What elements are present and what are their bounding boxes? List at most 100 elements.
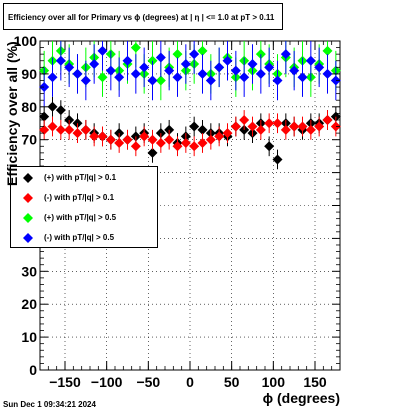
data-point: [205, 134, 216, 145]
data-point: [114, 137, 125, 148]
data-point: [214, 62, 225, 73]
data-point: [64, 62, 75, 73]
legend-label: (+) with pT/|q| > 0.5: [44, 213, 117, 222]
data-point: [147, 55, 158, 66]
diamond-marker-icon: [23, 233, 33, 243]
data-point: [197, 68, 208, 79]
data-point: [239, 72, 250, 83]
x-tick-label: −150: [49, 374, 81, 390]
legend-entry-neg-01: (-) with pT/|q| > 0.1: [11, 188, 159, 208]
y-tick-label: 90: [21, 66, 37, 82]
data-point: [147, 147, 158, 158]
data-point: [289, 121, 300, 132]
data-point: [155, 75, 166, 86]
legend-label: (+) with pT/|q| > 0.1: [44, 173, 117, 182]
data-point: [222, 55, 233, 66]
data-point: [322, 114, 333, 125]
data-point: [305, 124, 316, 135]
data-point: [39, 111, 50, 122]
data-point: [222, 128, 233, 139]
data-point: [197, 124, 208, 135]
data-point: [39, 124, 50, 135]
y-tick-label: 10: [21, 329, 37, 345]
data-point: [114, 72, 125, 83]
data-point: [122, 134, 133, 145]
data-point: [55, 55, 66, 66]
y-tick-label: 20: [21, 296, 37, 312]
data-point: [255, 124, 266, 135]
x-tick-label: −100: [91, 374, 123, 390]
data-point: [80, 124, 91, 135]
data-point: [172, 141, 183, 152]
diamond-marker-icon: [23, 173, 33, 183]
data-point: [80, 75, 91, 86]
y-tick-label: 70: [21, 132, 37, 148]
data-point: [197, 45, 208, 56]
data-point: [280, 124, 291, 135]
data-point: [164, 65, 175, 76]
data-point: [147, 75, 158, 86]
y-tick-label: 30: [21, 263, 37, 279]
data-point: [239, 114, 250, 125]
data-point: [272, 118, 283, 129]
legend-label: (-) with pT/|q| > 0.5: [44, 233, 115, 242]
series-layer: [39, 41, 341, 170]
data-point: [55, 105, 66, 116]
timestamp: Sun Dec 1 09:34:21 2024: [3, 400, 96, 409]
data-point: [72, 68, 83, 79]
data-point: [330, 75, 341, 86]
data-point: [272, 75, 283, 86]
data-point: [330, 121, 341, 132]
data-point: [305, 55, 316, 66]
data-point: [55, 124, 66, 135]
x-axis-label: ϕ (degrees): [262, 390, 340, 406]
data-point: [155, 52, 166, 63]
legend-entry-pos-01: (+) with pT/|q| > 0.1: [11, 168, 159, 188]
x-tick-label: 50: [224, 374, 240, 390]
legend-label: (-) with pT/|q| > 0.1: [44, 193, 115, 202]
data-point: [189, 49, 200, 60]
data-point: [189, 141, 200, 152]
data-point: [139, 131, 150, 142]
data-point: [297, 72, 308, 83]
data-point: [297, 121, 308, 132]
data-point: [180, 137, 191, 148]
chart-title: Efficiency over all for Primary vs ϕ (de…: [3, 3, 283, 30]
data-point: [130, 42, 141, 53]
data-point: [314, 62, 325, 73]
data-point: [264, 62, 275, 73]
data-point: [189, 121, 200, 132]
data-point: [47, 101, 58, 112]
data-point: [172, 72, 183, 83]
diamond-marker-icon: [23, 213, 33, 223]
data-point: [39, 82, 50, 93]
data-point: [105, 134, 116, 145]
y-axis-label-text: Efficiency over all (%): [4, 41, 20, 186]
diamond-marker-icon: [23, 193, 33, 203]
y-tick-label: 100: [14, 33, 38, 49]
y-tick-label: 80: [21, 99, 37, 115]
data-point: [147, 134, 158, 145]
data-point: [122, 55, 133, 66]
data-point: [247, 121, 258, 132]
data-point: [47, 72, 58, 83]
x-tick-label: 150: [303, 374, 327, 390]
data-point: [247, 59, 258, 70]
data-point: [97, 131, 108, 142]
data-point: [172, 49, 183, 60]
legend: (+) with pT/|q| > 0.1 (-) with pT/|q| > …: [10, 166, 158, 248]
data-point: [264, 141, 275, 152]
data-point: [255, 68, 266, 79]
data-point: [289, 65, 300, 76]
data-point: [322, 45, 333, 56]
series-3: [39, 41, 341, 107]
legend-entry-pos-05: (+) with pT/|q| > 0.5: [11, 208, 159, 228]
data-point: [214, 131, 225, 142]
x-tick-label: 0: [186, 374, 194, 390]
data-point: [130, 141, 141, 152]
data-point: [105, 65, 116, 76]
data-point: [230, 65, 241, 76]
x-tick-label: −50: [136, 374, 160, 390]
data-point: [280, 49, 291, 60]
